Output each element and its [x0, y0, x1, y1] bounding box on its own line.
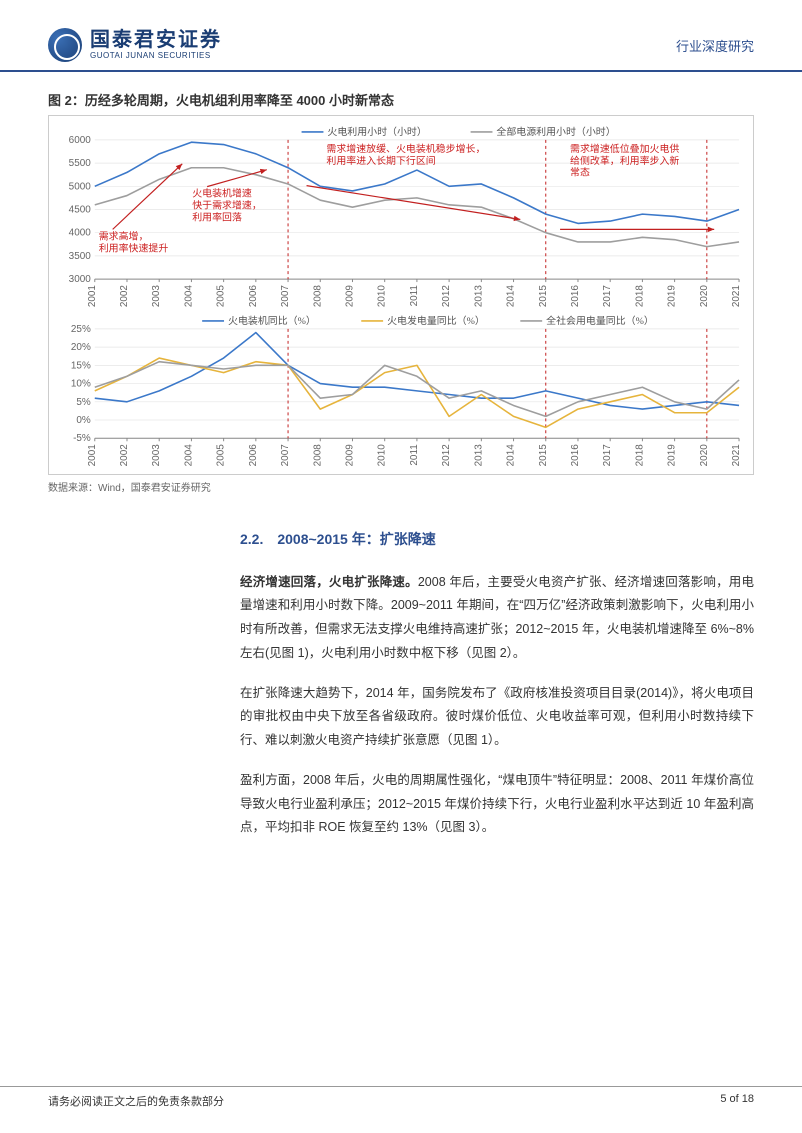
- svg-text:火电装机增速: 火电装机增速: [192, 187, 252, 200]
- svg-text:2017: 2017: [602, 444, 613, 467]
- svg-text:2007: 2007: [280, 444, 291, 467]
- svg-text:2014: 2014: [506, 444, 517, 467]
- svg-text:2001: 2001: [87, 285, 98, 308]
- svg-text:2003: 2003: [151, 285, 162, 308]
- svg-text:2005: 2005: [216, 444, 227, 467]
- svg-text:火电装机同比（%）: 火电装机同比（%）: [228, 314, 316, 327]
- svg-text:2015: 2015: [538, 285, 549, 308]
- paragraph-2: 在扩张降速大趋势下，2014 年，国务院发布了《政府核准投资项目目录(2014)…: [240, 682, 754, 753]
- svg-text:2006: 2006: [248, 444, 259, 467]
- paragraph-1-lead: 经济增速回落，火电扩张降速。: [240, 575, 418, 589]
- body-text: 2.2. 2008~2015 年：扩张降速 经济增速回落，火电扩张降速。2008…: [0, 526, 802, 840]
- logo-icon: [48, 28, 82, 62]
- svg-text:2012: 2012: [441, 285, 452, 308]
- svg-text:2002: 2002: [119, 444, 130, 467]
- section-heading: 2.2. 2008~2015 年：扩张降速: [240, 526, 754, 553]
- svg-text:2006: 2006: [248, 285, 259, 308]
- svg-text:常态: 常态: [570, 166, 590, 179]
- svg-text:2009: 2009: [344, 444, 355, 467]
- svg-text:全部电源利用小时（小时）: 全部电源利用小时（小时）: [496, 125, 615, 138]
- svg-text:需求增速放缓、火电装机稳步增长，: 需求增速放缓、火电装机稳步增长，: [326, 142, 485, 155]
- svg-text:2010: 2010: [377, 444, 388, 467]
- svg-text:火电发电量同比（%）: 火电发电量同比（%）: [387, 314, 485, 327]
- paragraph-1: 经济增速回落，火电扩张降速。2008 年后，主要受火电资产扩张、经济增速回落影响…: [240, 571, 754, 666]
- svg-text:2009: 2009: [344, 285, 355, 308]
- svg-text:-5%: -5%: [73, 433, 91, 444]
- svg-text:5500: 5500: [69, 158, 92, 169]
- svg-text:2004: 2004: [183, 285, 194, 308]
- svg-text:利用率进入长期下行区间: 利用率进入长期下行区间: [326, 154, 435, 167]
- svg-text:15%: 15%: [71, 360, 91, 371]
- utilization-hours-chart: 火电利用小时（小时） 全部电源利用小时（小时） 3000 3500 4000 4500 50…: [53, 122, 749, 311]
- svg-text:3500: 3500: [69, 251, 92, 262]
- svg-text:2005: 2005: [216, 285, 227, 308]
- svg-text:2015: 2015: [538, 444, 549, 467]
- svg-text:需求增速低位叠加火电供: 需求增速低位叠加火电供: [570, 142, 679, 155]
- svg-text:2016: 2016: [570, 285, 581, 308]
- header-category: 行业深度研究: [676, 36, 754, 55]
- page-header: 国泰君安证券 GUOTAI JUNAN SECURITIES 行业深度研究: [0, 0, 802, 72]
- svg-text:2021: 2021: [731, 444, 742, 467]
- svg-text:利用率快速提升: 利用率快速提升: [99, 241, 169, 254]
- svg-text:2013: 2013: [473, 285, 484, 308]
- svg-text:利用率回落: 利用率回落: [192, 210, 242, 223]
- svg-text:2007: 2007: [280, 285, 291, 308]
- svg-text:5000: 5000: [69, 181, 92, 192]
- svg-text:25%: 25%: [71, 324, 91, 335]
- svg-text:2008: 2008: [312, 285, 323, 308]
- figure-source: 数据来源：Wind，国泰君安证券研究: [48, 479, 754, 494]
- svg-text:给侧改革，利用率步入新: 给侧改革，利用率步入新: [570, 154, 679, 167]
- svg-text:2002: 2002: [119, 285, 130, 308]
- svg-text:2016: 2016: [570, 444, 581, 467]
- svg-text:2012: 2012: [441, 444, 452, 467]
- svg-text:3000: 3000: [69, 274, 92, 285]
- svg-text:4500: 4500: [69, 204, 92, 215]
- svg-text:2008: 2008: [312, 444, 323, 467]
- svg-text:2010: 2010: [377, 285, 388, 308]
- figure-2: 图 2：历经多轮周期，火电机组利用率降至 4000 小时新常态 火电利用小时（小…: [0, 72, 802, 498]
- svg-text:火电利用小时（小时）: 火电利用小时（小时）: [327, 125, 426, 138]
- growth-rate-chart: 火电装机同比（%） 火电发电量同比（%） 全社会用电量同比（%） -5% 0% 5% 10%…: [53, 311, 749, 470]
- svg-text:快于需求增速，: 快于需求增速，: [192, 198, 262, 211]
- svg-text:2017: 2017: [602, 285, 613, 308]
- svg-text:2013: 2013: [473, 444, 484, 467]
- svg-text:0%: 0%: [76, 415, 91, 426]
- logo-en: GUOTAI JUNAN SECURITIES: [90, 52, 222, 60]
- svg-text:需求高增，: 需求高增，: [99, 229, 149, 242]
- svg-text:20%: 20%: [71, 342, 91, 353]
- svg-text:2001: 2001: [87, 444, 98, 467]
- svg-text:2004: 2004: [183, 444, 194, 467]
- svg-text:2019: 2019: [667, 285, 678, 308]
- svg-text:2020: 2020: [699, 444, 710, 467]
- svg-text:全社会用电量同比（%）: 全社会用电量同比（%）: [546, 314, 654, 327]
- page-number: 5 of 18: [720, 1093, 754, 1109]
- svg-text:2019: 2019: [667, 444, 678, 467]
- svg-text:2020: 2020: [699, 285, 710, 308]
- svg-text:2018: 2018: [634, 444, 645, 467]
- svg-text:5%: 5%: [76, 397, 91, 408]
- logo-cn: 国泰君安证券: [90, 30, 222, 50]
- svg-text:2011: 2011: [409, 285, 420, 307]
- svg-text:6000: 6000: [69, 135, 92, 146]
- svg-text:2014: 2014: [506, 285, 517, 308]
- page-footer: 请务必阅读正文之后的免责条款部分 5 of 18: [0, 1086, 802, 1109]
- paragraph-3: 盈利方面，2008 年后，火电的周期属性强化，“煤电顶牛”特征明显：2008、2…: [240, 769, 754, 840]
- footer-disclaimer: 请务必阅读正文之后的免责条款部分: [48, 1093, 224, 1109]
- chart-container: 火电利用小时（小时） 全部电源利用小时（小时） 3000 3500 4000 4500 50…: [48, 115, 754, 475]
- svg-text:2003: 2003: [151, 444, 162, 467]
- svg-text:2018: 2018: [634, 285, 645, 308]
- logo-block: 国泰君安证券 GUOTAI JUNAN SECURITIES: [48, 28, 222, 62]
- svg-text:10%: 10%: [71, 378, 91, 389]
- figure-title: 图 2：历经多轮周期，火电机组利用率降至 4000 小时新常态: [48, 90, 754, 109]
- svg-text:2011: 2011: [409, 444, 420, 466]
- svg-text:4000: 4000: [69, 228, 92, 239]
- svg-text:2021: 2021: [731, 285, 742, 308]
